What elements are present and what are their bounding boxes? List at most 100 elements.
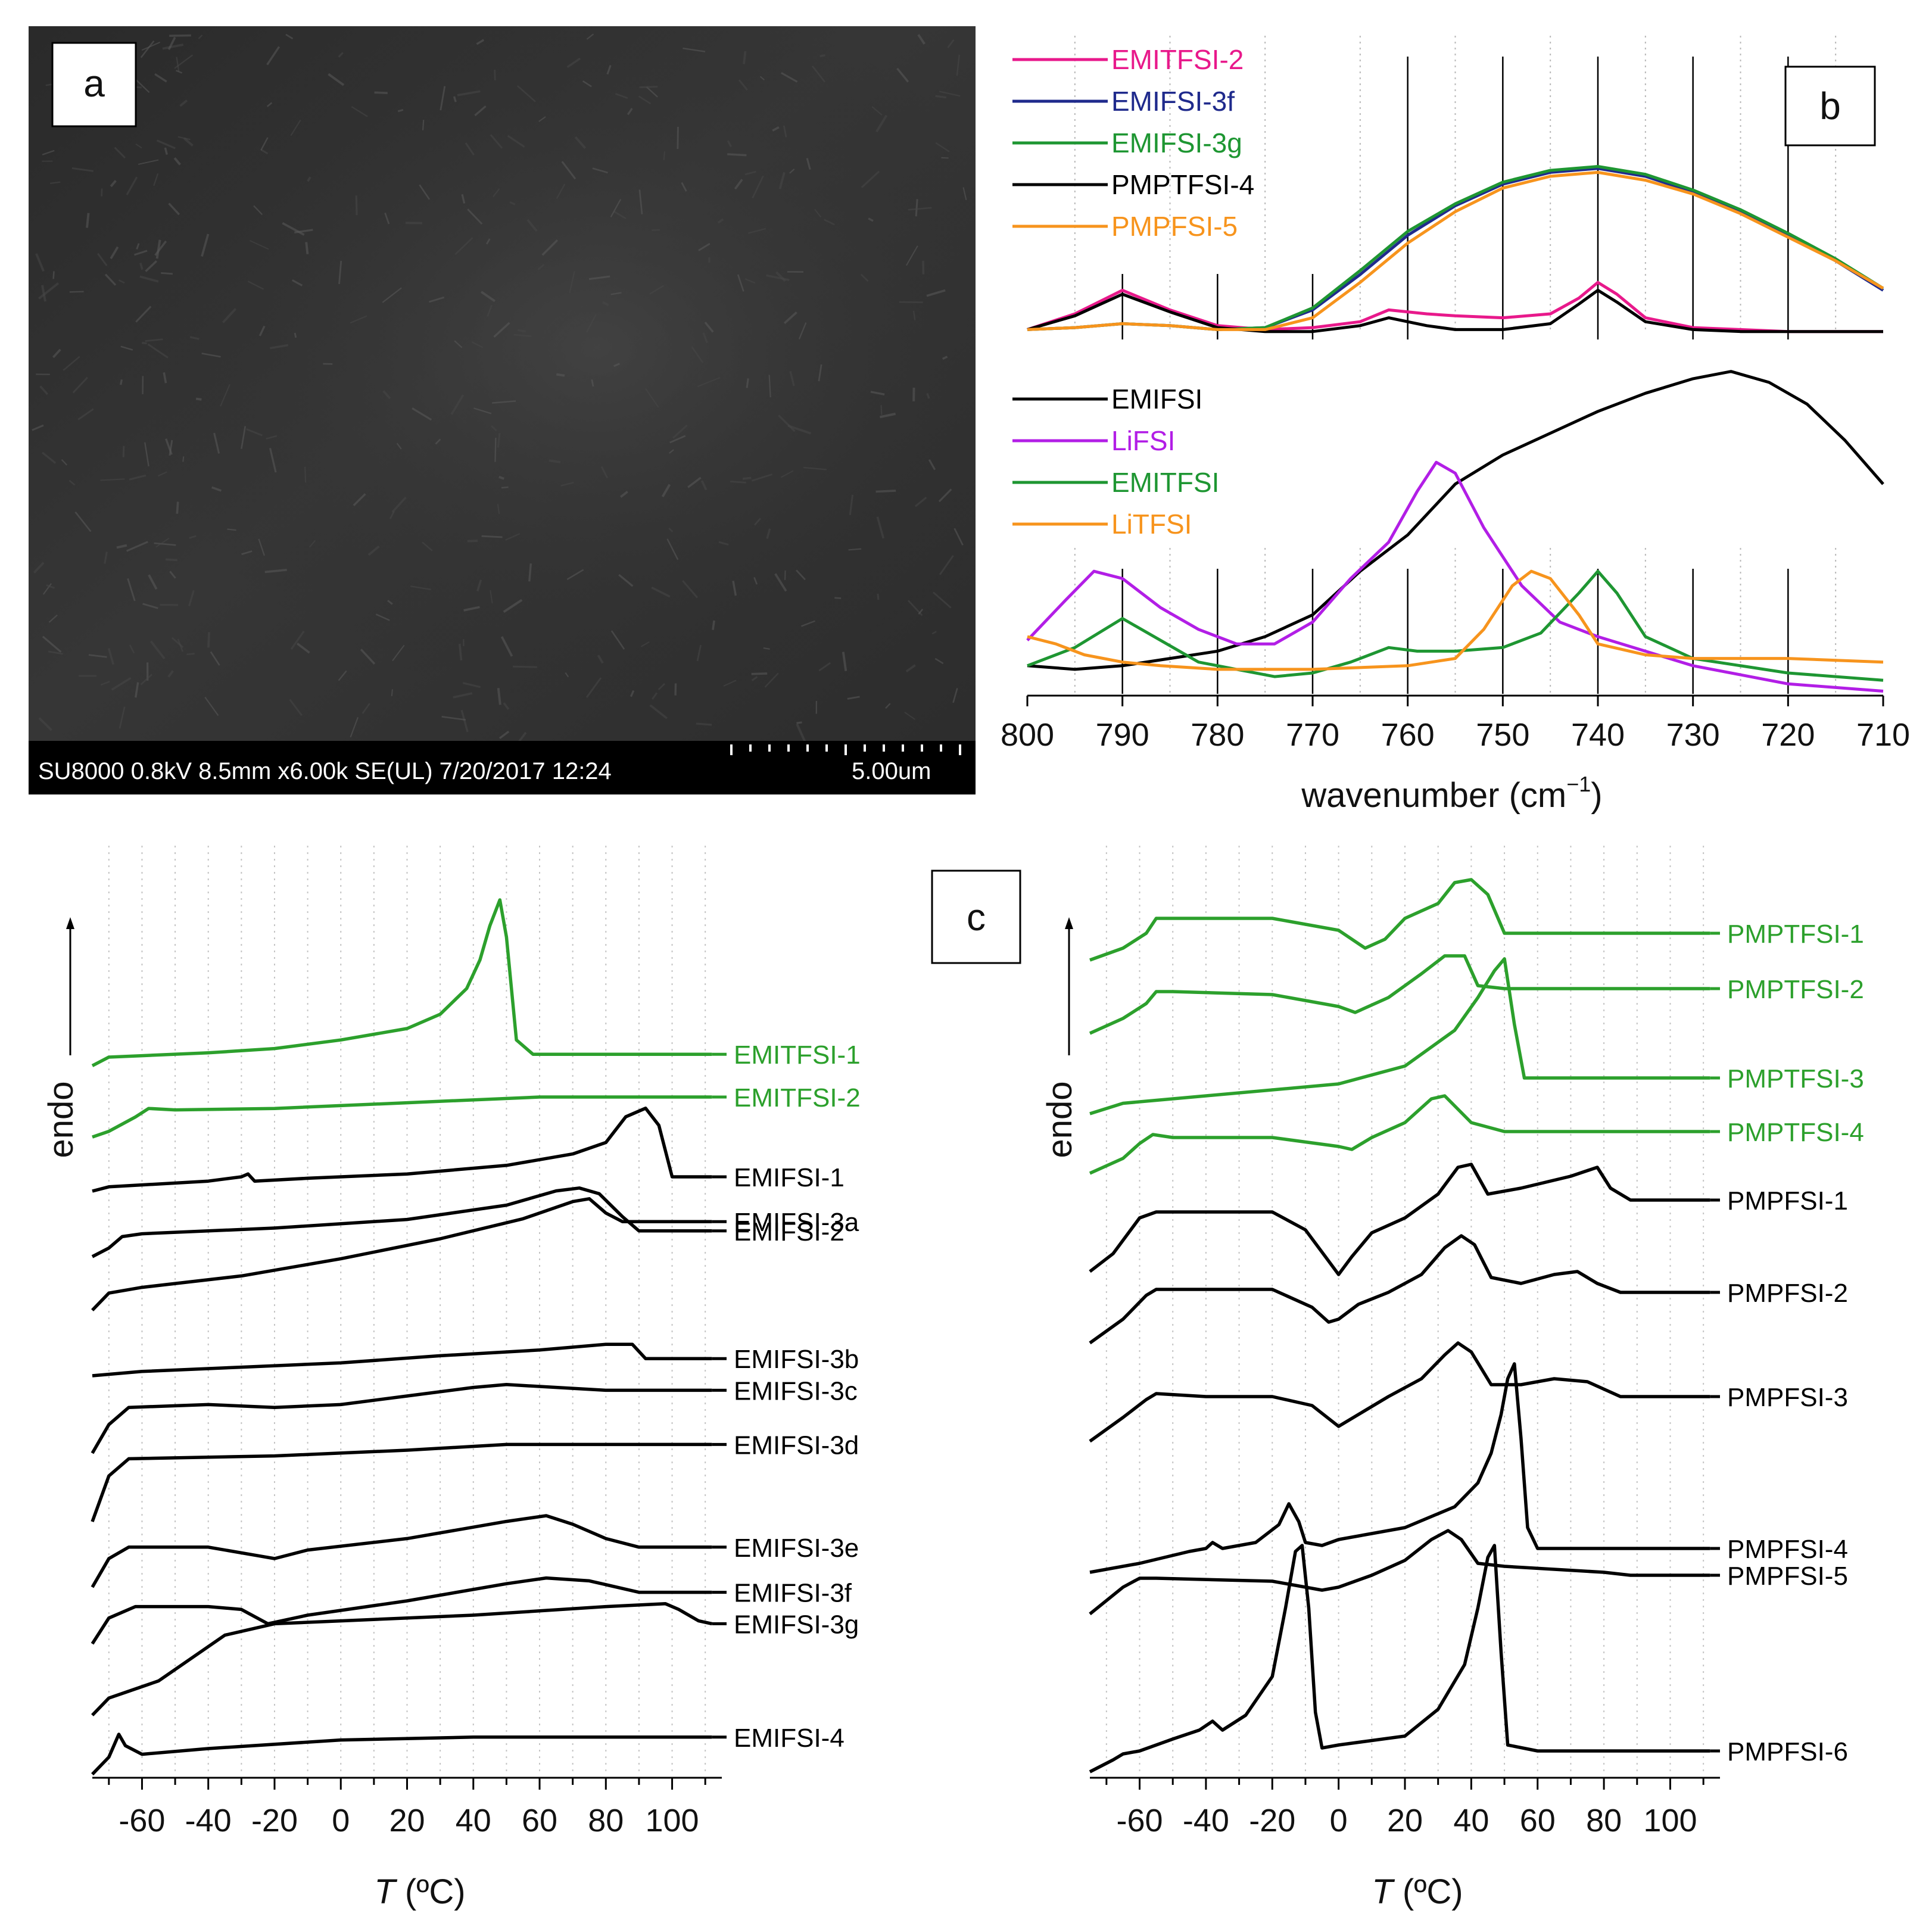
sem-panel: SU8000 0.8kV 8.5mm x6.00k SE(UL) 7/20/20… (29, 26, 976, 794)
sem-fiber (450, 394, 465, 415)
sem-fiber (104, 551, 108, 564)
dsc-series-pmptfsi-2 (1089, 954, 1710, 1035)
sem-fiber (77, 408, 94, 420)
sem-fiber (789, 169, 795, 174)
sem-fiber (189, 535, 197, 539)
sem-fiber (38, 717, 52, 731)
ir-x-tick-label: 740 (1571, 717, 1625, 753)
sem-fiber (110, 246, 119, 260)
sem-fiber (350, 315, 367, 324)
sem-fiber (752, 175, 764, 199)
sem-fiber (100, 681, 110, 686)
sem-fiber (953, 528, 964, 546)
sem-fiber (748, 228, 766, 234)
sem-fiber (585, 314, 597, 333)
ir-x-title-close: ) (1591, 776, 1602, 815)
sem-fiber (781, 72, 798, 83)
dsc-series-label: PMPTFSI-4 (1727, 1118, 1864, 1147)
sem-fiber (304, 466, 307, 483)
sem-fiber (597, 655, 604, 664)
sem-fiber (772, 126, 780, 132)
dsc-series-emifsi-1 (92, 1107, 712, 1193)
sem-fiber (668, 528, 674, 532)
sem-fiber (698, 242, 711, 251)
sem-fiber (96, 253, 108, 266)
sem-fiber (419, 184, 431, 200)
sem-fiber (824, 219, 835, 226)
ir-x-tick-label: 720 (1761, 717, 1815, 753)
sem-fiber (147, 343, 169, 359)
sem-fiber (803, 466, 827, 470)
sem-fiber (931, 631, 937, 635)
sem-fiber (441, 715, 466, 721)
sem-fiber (646, 86, 658, 98)
sem-fiber (561, 161, 577, 180)
sem-fiber (45, 83, 53, 86)
sem-fiber (651, 586, 671, 598)
sem-fiber (350, 717, 359, 738)
sem-fiber (457, 90, 481, 96)
sem-fiber (880, 412, 896, 419)
dsc-x-tick-label: -60 (119, 1803, 165, 1838)
dsc-series-label: EMIFSI-3d (734, 1431, 859, 1460)
sem-fiber (207, 632, 211, 648)
sem-fiber (639, 85, 658, 89)
sem-fiber (260, 137, 269, 151)
dsc-series-label: PMPTFSI-2 (1727, 975, 1864, 1004)
sem-fiber (918, 609, 924, 615)
dsc-series-pmpfsi-1 (1089, 1163, 1710, 1276)
sem-fiber (351, 106, 368, 117)
sem-fiber (507, 135, 525, 148)
sem-fiber (620, 491, 628, 498)
sem-fiber (266, 46, 281, 66)
sem-fiber (497, 688, 501, 705)
sem-fiber (528, 563, 532, 582)
sem-fiber (155, 537, 170, 548)
sem-fiber (768, 375, 771, 398)
sem-fiber (938, 488, 952, 503)
sem-fiber (165, 438, 173, 455)
sem-fiber (683, 47, 706, 52)
sem-fiber (266, 102, 273, 107)
sem-fiber (48, 614, 58, 623)
sem-fiber (52, 348, 61, 359)
ir-x-tick-label: 710 (1856, 717, 1910, 753)
dsc-x-tick-label: 0 (1330, 1803, 1348, 1838)
sem-fiber (465, 142, 475, 155)
sem-fiber (167, 670, 174, 678)
dsc-series-label: EMITFSI-2 (734, 1083, 861, 1113)
dsc-left-gridlines (108, 846, 706, 1772)
sem-fiber (173, 157, 181, 166)
sem-fiber (497, 504, 500, 515)
dsc-x-tick-label: -40 (1183, 1803, 1229, 1838)
sem-fiber (148, 574, 158, 590)
sem-fiber (638, 95, 652, 105)
sem-fiber (247, 281, 264, 290)
dsc-series-emifsi-3b (92, 1342, 712, 1378)
sem-fiber (142, 603, 158, 609)
sem-fiber (926, 392, 930, 399)
sem-fiber (734, 179, 743, 190)
ir-x-axis-title: wavenumber (cm−1) (1301, 772, 1602, 815)
sem-fiber (618, 574, 634, 587)
sem-fiber (139, 275, 159, 283)
ir-series-pmpfsi-5 (1027, 170, 1884, 331)
ir-legend-label: EMIFSI-3f (1111, 86, 1235, 117)
dsc-series-label: PMPFSI-5 (1727, 1562, 1848, 1591)
sem-fiber (391, 496, 407, 513)
sem-fiber (72, 376, 88, 394)
sem-fiber (100, 478, 125, 481)
sem-fiber (574, 136, 587, 149)
dsc-series-label: EMIFSI-3f (734, 1579, 852, 1608)
sem-infobar (29, 741, 976, 794)
sem-fiber (481, 535, 503, 538)
sem-fiber (935, 95, 946, 99)
sem-fiber (135, 682, 139, 698)
sem-fiber (282, 222, 305, 236)
dsc-series-pmpfsi-5 (1089, 1529, 1710, 1616)
sem-fiber (412, 407, 432, 421)
sem-fiber (509, 201, 516, 205)
dsc-x-tick-label: 80 (1586, 1803, 1622, 1838)
sem-fiber (355, 195, 358, 216)
dsc-x-tick-label: 80 (588, 1803, 624, 1838)
